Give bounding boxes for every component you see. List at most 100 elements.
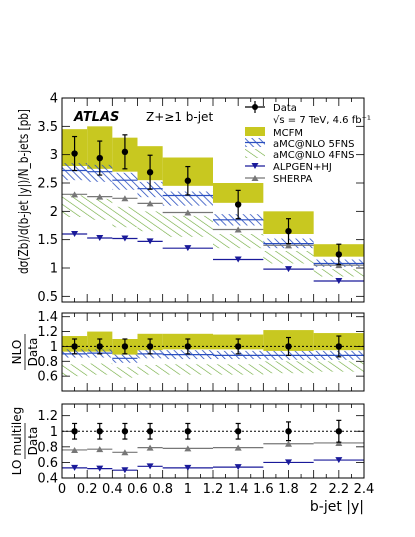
amc4-band-bin (162, 364, 213, 375)
alpgen-marker (335, 278, 343, 285)
data-point (184, 177, 192, 184)
sherpa-marker (234, 226, 242, 233)
data-point (96, 343, 103, 350)
data-point (71, 150, 78, 157)
data-point (96, 154, 103, 162)
sherpa-marker (285, 242, 292, 249)
x-tick-label: 1.2 (203, 482, 224, 497)
sherpa-marker (184, 445, 192, 452)
nlo-ratio-panel: 0.60.811.21.4 (37, 310, 365, 392)
legend-sherpa-label: SHERPA (273, 174, 313, 185)
main-panel: 0.5 1 1.5 2 2.5 3 3.5 4 (37, 92, 365, 305)
y-tick-label: 1.4 (37, 310, 58, 325)
y-tick-label: 1 (50, 425, 58, 440)
alpgen-marker (146, 238, 154, 245)
data-point (71, 343, 78, 350)
nlo-y-axis-label-numerator: NLO (10, 340, 24, 365)
sherpa-marker (121, 449, 129, 456)
alpgen-marker (234, 464, 242, 471)
main-y-axis-label: dσ(Zb)/d(b-jet |y|)/N_b-jets [pb] (17, 109, 32, 274)
alpgen-marker (234, 256, 242, 263)
data-point (234, 343, 242, 350)
data-point (285, 343, 292, 350)
data-point (335, 428, 343, 435)
sherpa-marker (234, 444, 242, 451)
amc4-band-bin (137, 211, 163, 232)
sherpa-marker (71, 446, 79, 453)
data-point (146, 428, 154, 435)
legend-mcfm-label: MCFM (273, 128, 303, 139)
data-point (146, 169, 154, 176)
alpgen-marker (184, 464, 192, 471)
sherpa-marker (121, 195, 129, 202)
y-tick-label: 3 (50, 148, 58, 163)
amc5-band-bin (112, 172, 138, 190)
sherpa-marker (285, 440, 292, 447)
legend-mcfm-swatch (245, 127, 265, 136)
legend-alpgen-label: ALPGEN+HJ (273, 162, 332, 173)
y-tick-label: 3.5 (37, 120, 58, 135)
process-label: Z+≥1 b-jet (146, 110, 213, 124)
amc4-band-bin (162, 215, 213, 237)
data-point (335, 343, 343, 350)
x-tick-label: 0 (58, 482, 66, 497)
data-point (71, 428, 78, 435)
y-axis-labels: dσ(Zb)/d(b-jet |y|)/N_b-jets [pb]NLO Data… (10, 109, 40, 475)
amc4-band-bin (213, 364, 264, 375)
y-tick-label: 0.4 (37, 472, 58, 487)
data-point (234, 201, 242, 208)
sherpa-marker (335, 439, 343, 446)
alpgen-marker (71, 464, 79, 471)
x-tick-label: 0.4 (102, 482, 123, 497)
amc4-band-bin (87, 363, 113, 375)
y-tick-label: 2.5 (37, 177, 58, 192)
x-tick-label: 2.2 (328, 482, 349, 497)
data-point (96, 428, 103, 435)
sherpa-marker (146, 200, 154, 207)
legend-data-sublabel: √s = 7 TeV, 4.6 fb⁻¹ (273, 115, 371, 126)
x-tick-label: 0.8 (152, 482, 173, 497)
sherpa-marker (96, 193, 104, 200)
data-point (335, 251, 343, 258)
y-tick-label: 0.6 (37, 456, 58, 471)
x-tick-label: 1.4 (228, 482, 249, 497)
x-tick-label: 2 (310, 482, 318, 497)
y-tick-label: 1.2 (37, 409, 58, 424)
legend-data-label: Data (273, 103, 297, 114)
data-point (121, 343, 129, 350)
header-labels: ATLAS Z+≥1 b-jet (73, 110, 213, 125)
x-tick-label: 0.2 (77, 482, 98, 497)
amc4-band-bin (87, 198, 113, 220)
data-point (184, 428, 192, 435)
alpgen-marker (121, 467, 129, 474)
amc4-band-bin (112, 206, 138, 228)
data-point (184, 343, 192, 350)
data-point (285, 428, 292, 435)
legend-amc4-swatch (245, 149, 265, 158)
alpgen-marker (285, 266, 292, 273)
alpgen-marker (146, 463, 154, 470)
amc4-band-bin (112, 367, 138, 378)
x-tick-label: 1.6 (253, 482, 274, 497)
data-point (285, 227, 292, 235)
data-point (234, 428, 242, 435)
y-tick-label: 0.8 (37, 355, 58, 370)
amc4-band-bin (213, 234, 264, 249)
y-tick-label: 1.2 (37, 325, 58, 340)
y-tick-label: 0.6 (37, 370, 58, 385)
amc5-band-bin (62, 163, 88, 181)
sherpa-marker (71, 191, 79, 198)
y-tick-label: 2 (50, 205, 58, 220)
y-tick-label: 1.5 (37, 233, 58, 248)
data-point (121, 148, 129, 156)
amc4-band-bin (62, 195, 88, 217)
amc4-band-bin (313, 361, 364, 372)
sherpa-marker (146, 444, 154, 451)
legend-amc4-label: aMC@NLO 4FNS (273, 150, 354, 161)
atlas-label: ATLAS (73, 110, 119, 125)
sherpa-marker (96, 446, 104, 453)
y-tick-label: 0.8 (37, 440, 58, 455)
alpgen-marker (121, 235, 129, 242)
y-tick-label: 1 (50, 262, 58, 277)
